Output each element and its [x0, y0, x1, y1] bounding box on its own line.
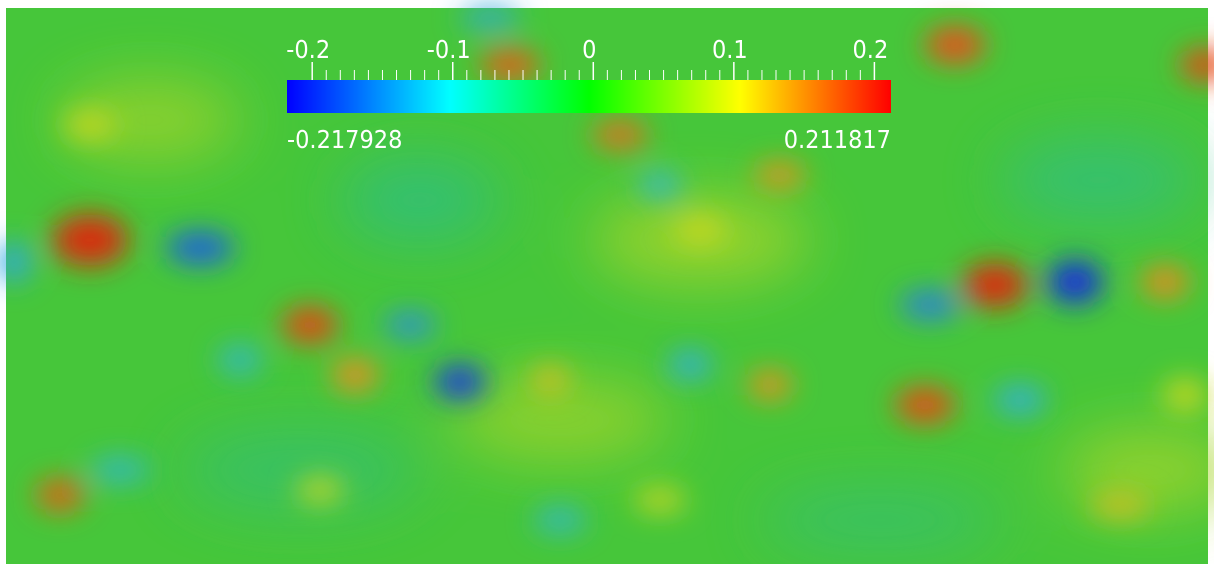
tick-label: 0.1 [712, 35, 748, 64]
tick-label: 0 [582, 35, 596, 64]
field-blobs [0, 8, 1214, 532]
colorbar-min-label: -0.217928 [287, 125, 402, 154]
tick-label: -0.1 [427, 35, 471, 64]
tick-label: -0.2 [286, 35, 330, 64]
colorbar [287, 80, 891, 113]
colorbar-ticks: -0.2 -0.1 0 0.1 0.2 [286, 35, 888, 80]
field-soft [60, 80, 1214, 550]
colorbar-max-label: 0.211817 [784, 125, 891, 154]
tick-label: 0.2 [853, 35, 889, 64]
